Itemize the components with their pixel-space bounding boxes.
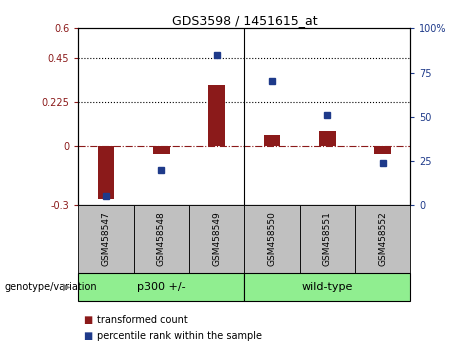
Bar [153, 146, 170, 154]
Text: GSM458552: GSM458552 [378, 212, 387, 266]
Text: GSM458549: GSM458549 [212, 212, 221, 266]
Bar [98, 146, 114, 199]
Bar [374, 146, 391, 154]
Bar [208, 85, 225, 146]
Text: ■: ■ [83, 315, 92, 325]
Text: GSM458547: GSM458547 [101, 212, 111, 266]
Text: wild-type: wild-type [301, 282, 353, 292]
Bar [319, 131, 336, 146]
Text: GSM458548: GSM458548 [157, 212, 166, 266]
Text: ▶: ▶ [63, 282, 71, 292]
Title: GDS3598 / 1451615_at: GDS3598 / 1451615_at [171, 14, 317, 27]
Text: percentile rank within the sample: percentile rank within the sample [97, 331, 262, 341]
Text: genotype/variation: genotype/variation [5, 282, 97, 292]
Bar [264, 135, 280, 146]
Text: ■: ■ [83, 331, 92, 341]
Text: p300 +/-: p300 +/- [137, 282, 186, 292]
Text: GSM458550: GSM458550 [267, 211, 277, 267]
Text: GSM458551: GSM458551 [323, 211, 332, 267]
Text: transformed count: transformed count [97, 315, 188, 325]
